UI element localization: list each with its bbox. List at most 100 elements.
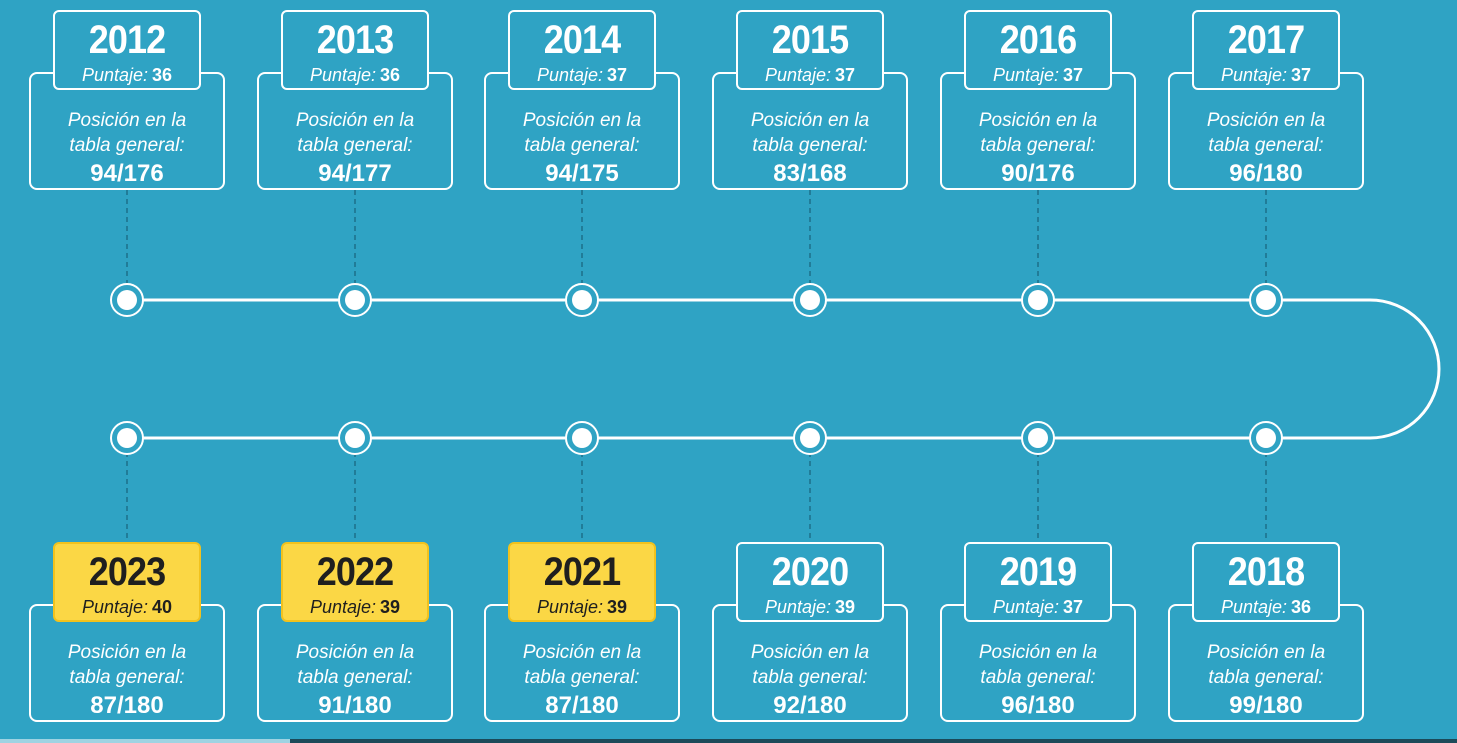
year-card-2018: 2018 Puntaje: 36 Posición en la tabla genera… (1168, 542, 1364, 722)
position-label: Posición en la tabla general: (257, 108, 453, 158)
year-label: 2020 (771, 550, 849, 594)
position-label-line1: Posición en la (978, 642, 1098, 663)
year-header: 2020 Puntaje: 39 (736, 542, 884, 622)
score-line: Puntaje: 40 (55, 596, 199, 618)
position-label-line1: Posición en la (522, 110, 642, 131)
score-line: Puntaje: 39 (283, 596, 427, 618)
score-value: 37 (1063, 597, 1084, 617)
score-label: Puntaje: (309, 597, 377, 617)
score-label: Puntaje: (309, 65, 377, 85)
year-label: 2012 (88, 18, 166, 62)
score-label: Puntaje: (764, 65, 832, 85)
position-value: 83/168 (773, 160, 847, 187)
position-value: 91/180 (318, 692, 392, 719)
position-label-line2: tabla general: (69, 135, 185, 156)
score-line: Puntaje: 36 (283, 64, 427, 86)
year-label: 2017 (1227, 18, 1305, 62)
score-value: 37 (1063, 65, 1084, 85)
score-line: Puntaje: 37 (1194, 64, 1338, 86)
year-label: 2023 (88, 550, 166, 594)
node-dot-2022 (345, 428, 365, 448)
year-card-2015: 2015 Puntaje: 37 Posición en la tabla genera… (712, 10, 908, 190)
node-dot-2020 (800, 428, 820, 448)
year-header: 2014 Puntaje: 37 (508, 10, 656, 90)
year-card-2020: 2020 Puntaje: 39 Posición en la tabla genera… (712, 542, 908, 722)
position-label-line2: tabla general: (297, 667, 413, 688)
year-label: 2022 (316, 550, 394, 594)
position-label-line1: Posición en la (67, 110, 187, 131)
position-label-line2: tabla general: (980, 135, 1096, 156)
node-dot-2018 (1256, 428, 1276, 448)
node-dot-2021 (572, 428, 592, 448)
year-card-2022: 2022 Puntaje: 39 Posición en la tabla genera… (257, 542, 453, 722)
score-label: Puntaje: (81, 65, 149, 85)
position-label-line2: tabla general: (297, 135, 413, 156)
year-header: 2022 Puntaje: 39 (281, 542, 429, 622)
year-label: 2019 (999, 550, 1077, 594)
position-value: 87/180 (545, 692, 619, 719)
position-label: Posición en la tabla general: (257, 640, 453, 690)
node-dot-2012 (117, 290, 137, 310)
position-label-line1: Posición en la (295, 642, 415, 663)
position-value: 99/180 (1229, 692, 1303, 719)
position-label-line1: Posición en la (295, 110, 415, 131)
year-header: 2017 Puntaje: 37 (1192, 10, 1340, 90)
position-label: Posición en la tabla general: (484, 108, 680, 158)
year-header: 2018 Puntaje: 36 (1192, 542, 1340, 622)
position-label-line2: tabla general: (1208, 135, 1324, 156)
connector-lines (126, 190, 1267, 542)
score-label: Puntaje: (1220, 65, 1288, 85)
score-line: Puntaje: 37 (966, 596, 1110, 618)
year-card-2014: 2014 Puntaje: 37 Posición en la tabla genera… (484, 10, 680, 190)
position-label-line2: tabla general: (1208, 667, 1324, 688)
score-label: Puntaje: (1220, 597, 1288, 617)
position-label-line2: tabla general: (524, 135, 640, 156)
score-label: Puntaje: (81, 597, 149, 617)
year-card-2023: 2023 Puntaje: 40 Posición en la tabla genera… (29, 542, 225, 722)
position-value: 94/177 (318, 160, 392, 187)
position-label-line2: tabla general: (69, 667, 185, 688)
score-line: Puntaje: 39 (738, 596, 882, 618)
position-value: 87/180 (90, 692, 164, 719)
position-value: 92/180 (773, 692, 847, 719)
node-dot-2014 (572, 290, 592, 310)
position-label: Posición en la tabla general: (712, 108, 908, 158)
score-value: 39 (607, 597, 628, 617)
year-header: 2023 Puntaje: 40 (53, 542, 201, 622)
year-header: 2013 Puntaje: 36 (281, 10, 429, 90)
position-label-line2: tabla general: (752, 135, 868, 156)
year-header: 2016 Puntaje: 37 (964, 10, 1112, 90)
position-label: Posición en la tabla general: (1168, 108, 1364, 158)
position-label-line1: Posición en la (67, 642, 187, 663)
score-value: 37 (835, 65, 856, 85)
score-label: Puntaje: (992, 597, 1060, 617)
position-label: Posición en la tabla general: (29, 108, 225, 158)
node-dot-2023 (117, 428, 137, 448)
year-label: 2013 (316, 18, 394, 62)
position-value: 96/180 (1229, 160, 1303, 187)
score-value: 40 (152, 597, 173, 617)
position-label: Posición en la tabla general: (712, 640, 908, 690)
year-label: 2018 (1227, 550, 1305, 594)
position-value: 94/176 (90, 160, 164, 187)
year-card-2021: 2021 Puntaje: 39 Posición en la tabla genera… (484, 542, 680, 722)
bottom-bar-accent (0, 739, 290, 743)
year-header: 2015 Puntaje: 37 (736, 10, 884, 90)
position-label-line2: tabla general: (980, 667, 1096, 688)
position-label: Posición en la tabla general: (29, 640, 225, 690)
score-label: Puntaje: (536, 597, 604, 617)
year-card-2016: 2016 Puntaje: 37 Posición en la tabla genera… (940, 10, 1136, 190)
score-line: Puntaje: 37 (510, 64, 654, 86)
score-line: Puntaje: 37 (738, 64, 882, 86)
position-label-line1: Posición en la (522, 642, 642, 663)
position-value: 90/176 (1001, 160, 1075, 187)
year-header: 2012 Puntaje: 36 (53, 10, 201, 90)
position-label: Posición en la tabla general: (940, 640, 1136, 690)
timeline-nodes (110, 283, 1283, 455)
position-label-line1: Posición en la (750, 642, 870, 663)
score-line: Puntaje: 37 (966, 64, 1110, 86)
score-line: Puntaje: 36 (55, 64, 199, 86)
timeline-line (127, 298, 1441, 440)
score-line: Puntaje: 39 (510, 596, 654, 618)
